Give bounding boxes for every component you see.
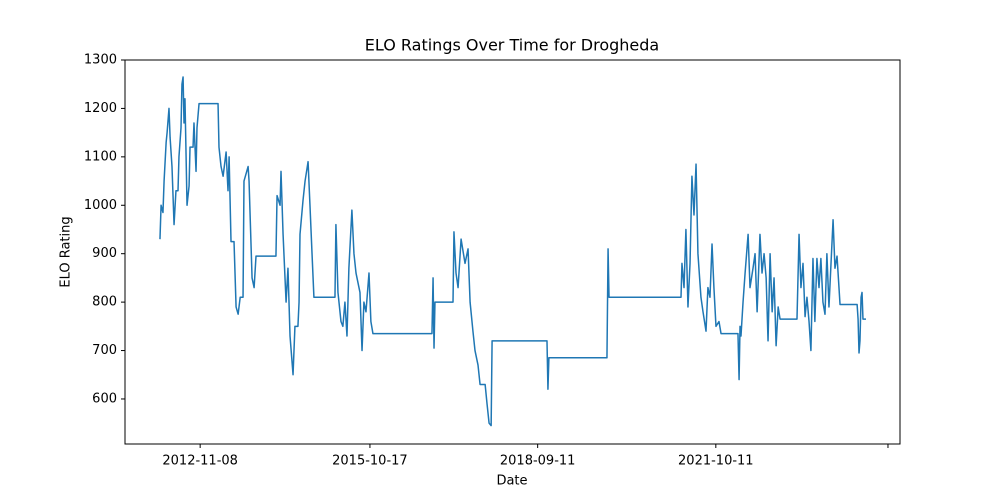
x-tick-label: 2012-11-08	[162, 454, 238, 469]
chart-title: ELO Ratings Over Time for Drogheda	[365, 36, 659, 55]
x-tick-label: 2021-10-11	[678, 454, 754, 469]
y-axis-label: ELO Rating	[59, 216, 74, 287]
y-tick-label: 700	[92, 343, 117, 358]
y-tick-label: 1000	[84, 198, 117, 213]
y-tick-label: 1200	[84, 101, 117, 116]
y-tick-label: 800	[92, 295, 117, 310]
y-tick-label: 1100	[84, 149, 117, 164]
y-tick-label: 900	[92, 246, 117, 261]
y-tick-label: 600	[92, 391, 117, 406]
x-tick-label: 2018-09-11	[500, 454, 576, 469]
x-axis-label: Date	[496, 474, 527, 489]
data-line	[159, 76, 866, 427]
plot-frame	[124, 59, 901, 445]
x-tick-label: 2015-10-17	[332, 454, 408, 469]
y-tick-label: 1300	[84, 53, 117, 68]
